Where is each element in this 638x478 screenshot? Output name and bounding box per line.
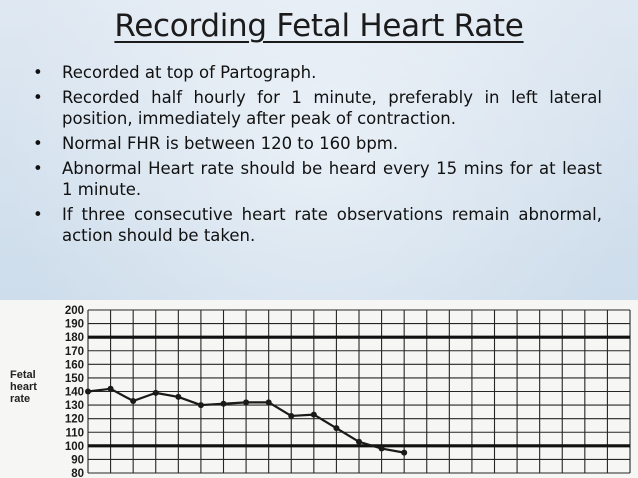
fhr-data-point bbox=[333, 425, 340, 432]
bullet-item: If three consecutive heart rate observat… bbox=[30, 204, 602, 246]
y-tick-label: 140 bbox=[65, 387, 84, 399]
y-tick-label: 160 bbox=[65, 359, 84, 371]
y-tick-label: 80 bbox=[71, 468, 84, 478]
fhr-data-point bbox=[85, 388, 91, 395]
fhr-data-point bbox=[265, 399, 272, 406]
slide-title: Recording Fetal Heart Rate bbox=[114, 8, 524, 44]
y-tick-label: 170 bbox=[65, 346, 84, 358]
bullet-item: Recorded half hourly for 1 minute, prefe… bbox=[30, 87, 602, 129]
y-tick-label: 130 bbox=[65, 400, 84, 412]
y-tick-label: 120 bbox=[65, 414, 84, 426]
fhr-data-point bbox=[288, 412, 295, 419]
y-tick-label: 100 bbox=[65, 441, 84, 453]
y-axis-label: Fetal bbox=[10, 369, 36, 381]
bullet-item: Abnormal Heart rate should be heard ever… bbox=[30, 158, 602, 200]
y-tick-label: 200 bbox=[65, 305, 84, 317]
y-axis-label: rate bbox=[10, 393, 30, 405]
bullet-list: Recorded at top of Partograph. Recorded … bbox=[30, 62, 602, 250]
fhr-data-point bbox=[378, 445, 385, 452]
bullet-item: Recorded at top of Partograph. bbox=[30, 62, 602, 83]
fhr-data-point bbox=[175, 393, 182, 400]
y-tick-label: 190 bbox=[65, 319, 84, 331]
fhr-data-point bbox=[243, 399, 250, 406]
y-axis-label: heart bbox=[10, 381, 37, 393]
partograph-chart: Fetal heart rate 200 190 180 170 160 150 140 130 1… bbox=[0, 300, 638, 478]
y-tick-label: 150 bbox=[65, 373, 84, 385]
y-tick-label: 180 bbox=[65, 332, 84, 344]
fhr-data-point bbox=[107, 385, 114, 392]
fhr-data-point bbox=[152, 389, 159, 396]
y-tick-label: 90 bbox=[71, 454, 84, 466]
y-tick-label: 110 bbox=[65, 427, 84, 439]
fhr-data-point bbox=[310, 411, 317, 418]
fhr-data-point bbox=[197, 402, 204, 409]
fhr-data-point bbox=[220, 400, 227, 407]
fhr-data-point bbox=[356, 438, 362, 445]
fhr-data-point bbox=[401, 449, 408, 456]
bullet-item: Normal FHR is between 120 to 160 bpm. bbox=[30, 133, 602, 154]
fhr-data-point bbox=[130, 398, 137, 405]
